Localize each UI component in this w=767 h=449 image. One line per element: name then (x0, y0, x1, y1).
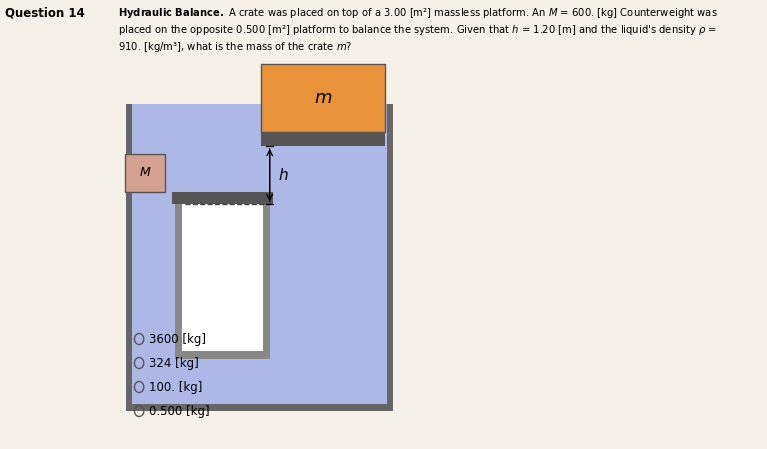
Text: 324 [kg]: 324 [kg] (150, 357, 199, 370)
Bar (182, 204, 263, 351)
Bar (132, 104, 387, 404)
Bar (127, 404, 393, 411)
Text: $h$: $h$ (278, 167, 289, 183)
Text: 910. [kg/m³], what is the mass of the crate $\mathit{m}$?: 910. [kg/m³], what is the mass of the cr… (118, 40, 352, 54)
Bar (172, 192, 273, 204)
Text: 3600 [kg]: 3600 [kg] (150, 333, 206, 345)
Bar (387, 104, 393, 411)
Text: 100. [kg]: 100. [kg] (150, 380, 202, 393)
Text: $m$: $m$ (314, 89, 332, 107)
Bar (126, 154, 165, 192)
Bar (175, 351, 270, 359)
Text: Question 14: Question 14 (5, 6, 85, 19)
Bar (262, 132, 385, 146)
Text: $M$: $M$ (139, 167, 151, 180)
Text: $\mathbf{Hydraulic\ Balance.}$ A crate was placed on top of a 3.00 [m²] massless: $\mathbf{Hydraulic\ Balance.}$ A crate w… (118, 6, 718, 20)
Text: placed on the opposite 0.500 [m²] platform to balance the system. Given that $\m: placed on the opposite 0.500 [m²] platfo… (118, 23, 717, 37)
Bar (262, 64, 385, 132)
Text: 0.500 [kg]: 0.500 [kg] (150, 405, 210, 418)
Bar (263, 196, 270, 359)
Bar (175, 196, 182, 359)
Bar (127, 104, 132, 411)
